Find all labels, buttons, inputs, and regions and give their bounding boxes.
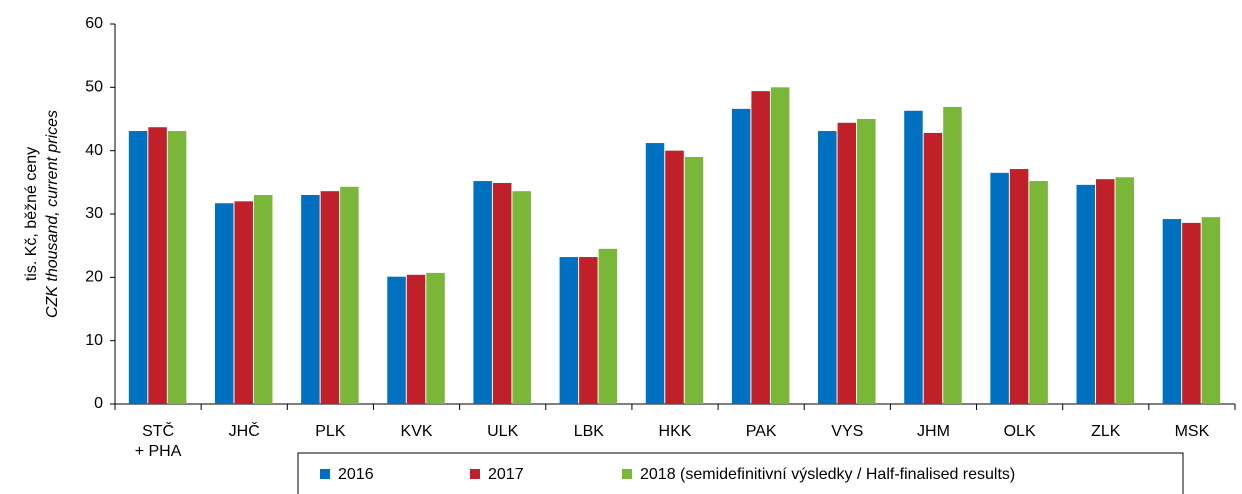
bar [253,195,273,404]
bar [406,274,426,404]
bar [214,203,234,404]
bar [128,131,148,405]
y-axis-label: CZK thousand, current prices [44,110,61,318]
bar [473,181,492,404]
x-tick-label: ULK [487,423,518,440]
bar [943,106,962,404]
x-tick-label: PLK [315,423,346,440]
bar [1009,169,1029,404]
bar [770,87,790,404]
bar [1115,177,1135,404]
bar [559,257,579,404]
x-tick-label: ZLK [1091,423,1121,440]
legend-label: 2018 (semidefinitivní výsledky / Half-fi… [640,466,1015,483]
bar [923,132,943,404]
bar [1029,181,1048,404]
y-tick-label: 30 [85,205,103,222]
bar [512,191,531,404]
x-tick-label: PAK [746,423,777,440]
bar [751,91,770,404]
bar [731,108,751,404]
bar [148,127,167,404]
y-tick-label: 50 [85,79,103,96]
x-tick-label: OLK [1004,423,1036,440]
bar [598,248,618,404]
y-tick-label: 40 [85,142,103,159]
x-tick-label: MSK [1175,423,1210,440]
legend-swatch [470,469,480,479]
x-tick-label: JHČ [229,421,260,440]
x-tick-label: STČ [142,421,174,440]
bar [1096,179,1115,404]
bar [645,143,665,405]
legend-label: 2017 [488,466,524,483]
bar [684,157,704,404]
bar [1182,222,1201,404]
bar [1076,184,1096,404]
x-tick-label: VYS [831,423,863,440]
bar [904,110,923,405]
legend-swatch [320,469,330,479]
bar [1162,219,1182,404]
bar [818,131,837,405]
y-tick-label: 10 [85,332,103,349]
x-tick-label: KVK [401,423,433,440]
x-tick-label: HKK [659,423,692,440]
bar [857,119,876,404]
legend-swatch [622,469,632,479]
x-tick-label: + PHA [135,443,182,460]
bar [665,150,684,404]
bar [167,131,187,405]
x-tick-label: LBK [574,423,605,440]
bar [387,276,406,404]
bar [990,172,1009,404]
bar [340,186,359,404]
bar [320,191,340,404]
x-tick-label: JHM [917,423,950,440]
bar [579,257,598,404]
y-tick-label: 60 [85,15,103,32]
legend-label: 2016 [338,466,374,483]
bar [234,201,253,404]
y-axis-label: tis. Kč, běžné ceny [23,147,40,281]
bar [426,272,445,404]
y-tick-label: 20 [85,269,103,286]
y-tick-label: 0 [94,395,103,412]
legend-box [297,452,1184,494]
bar [301,195,320,404]
bar [492,182,512,404]
bar [837,122,857,405]
bar [1201,217,1221,404]
